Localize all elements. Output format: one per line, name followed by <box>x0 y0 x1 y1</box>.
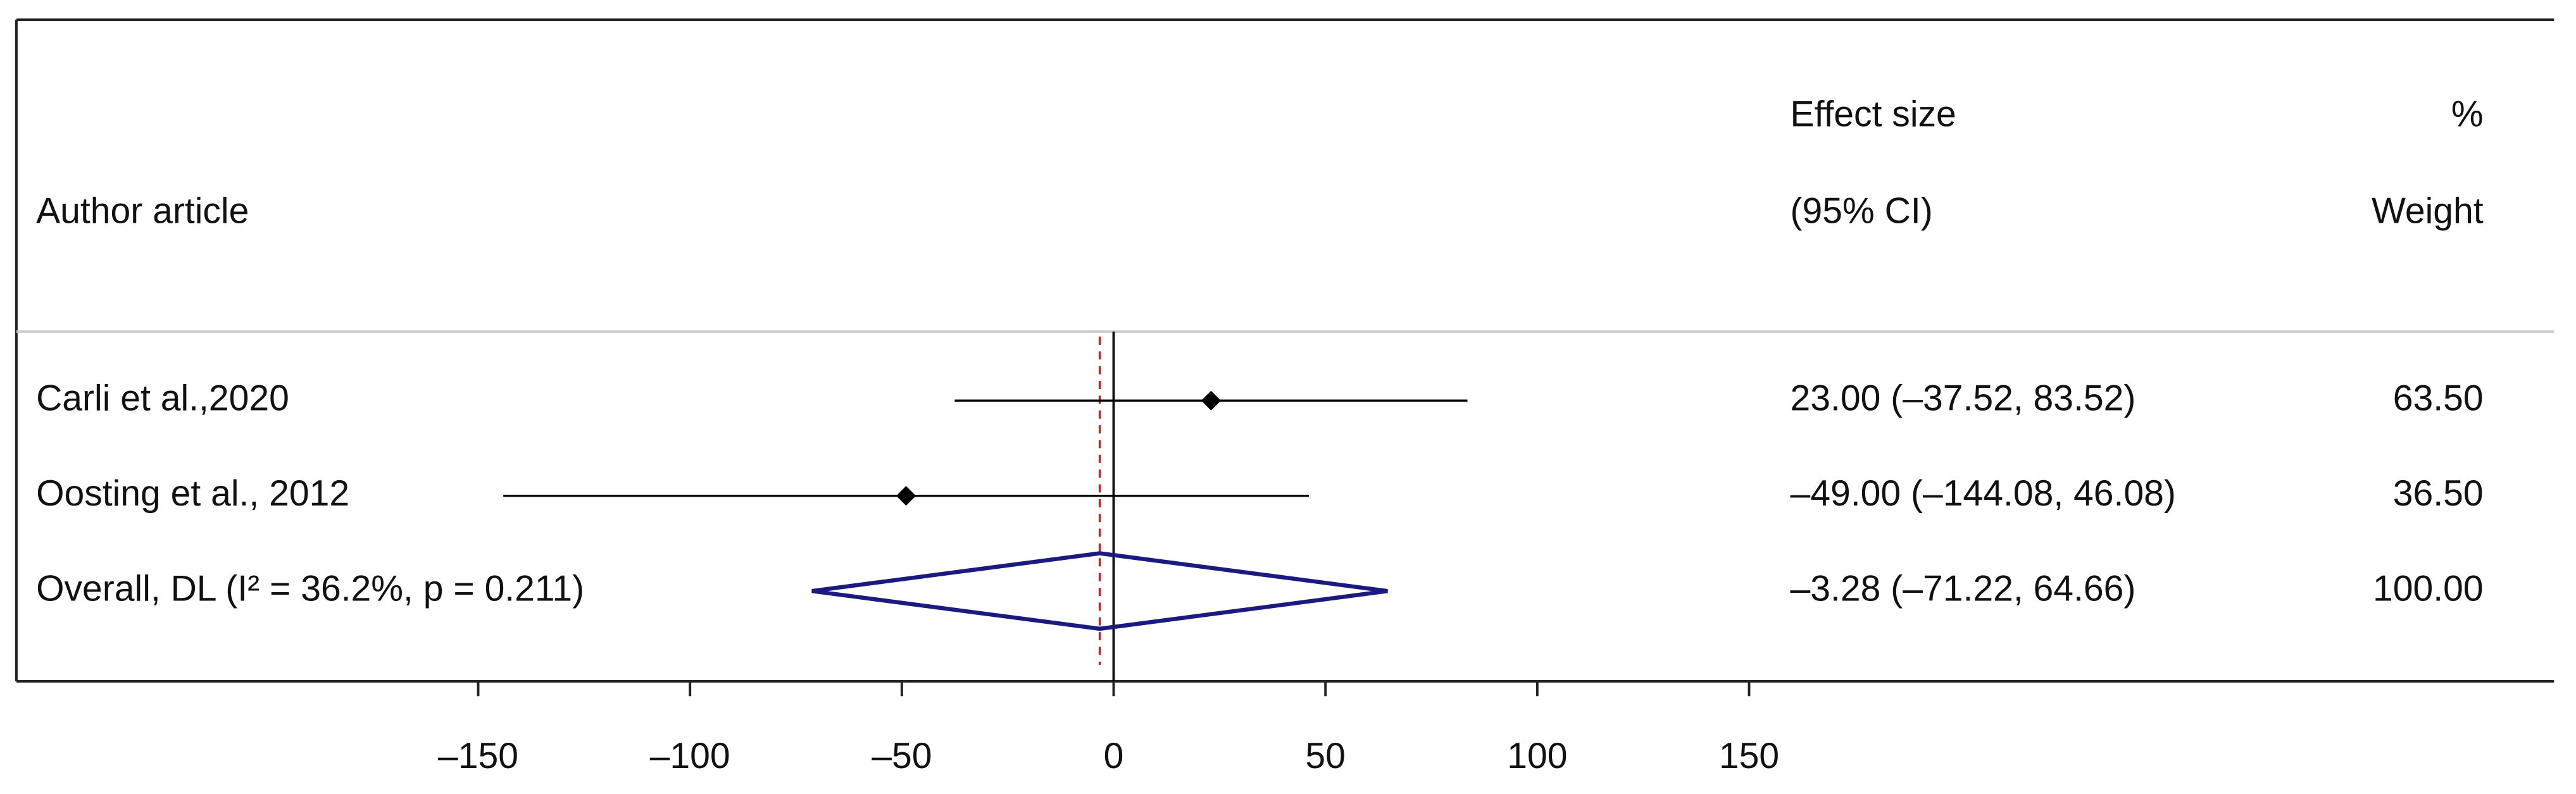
effect-label: 23.00 (–37.52, 83.52) <box>1791 378 2136 418</box>
x-tick-label: –150 <box>438 736 518 776</box>
header-effect: (95% CI) <box>1791 190 1933 231</box>
header-weight: Weight <box>2372 190 2484 231</box>
study-label: Oosting et al., 2012 <box>36 473 349 514</box>
x-tick-label: 100 <box>1507 736 1567 776</box>
weight-label: 36.50 <box>2393 473 2484 514</box>
point-estimate <box>1201 390 1222 411</box>
x-tick-label: 0 <box>1104 736 1124 776</box>
study-label: Overall, DL (I² = 36.2%, p = 0.211) <box>36 568 584 609</box>
x-tick-label: 150 <box>1719 736 1779 776</box>
x-tick-label: –50 <box>872 736 932 776</box>
header-effect: Effect size <box>1791 94 1956 134</box>
effect-label: –3.28 (–71.22, 64.66) <box>1791 568 2136 609</box>
header-label: Author article <box>36 190 249 231</box>
x-tick-label: 50 <box>1305 736 1346 776</box>
overall-diamond <box>811 551 1388 631</box>
x-tick-label: –100 <box>650 736 730 776</box>
effect-label: –49.00 (–144.08, 46.08) <box>1791 473 2176 514</box>
point-estimate <box>896 486 916 506</box>
header-weight: % <box>2451 94 2484 134</box>
weight-label: 100.00 <box>2373 568 2484 609</box>
study-label: Carli et al.,2020 <box>36 378 289 418</box>
weight-label: 63.50 <box>2393 378 2484 418</box>
